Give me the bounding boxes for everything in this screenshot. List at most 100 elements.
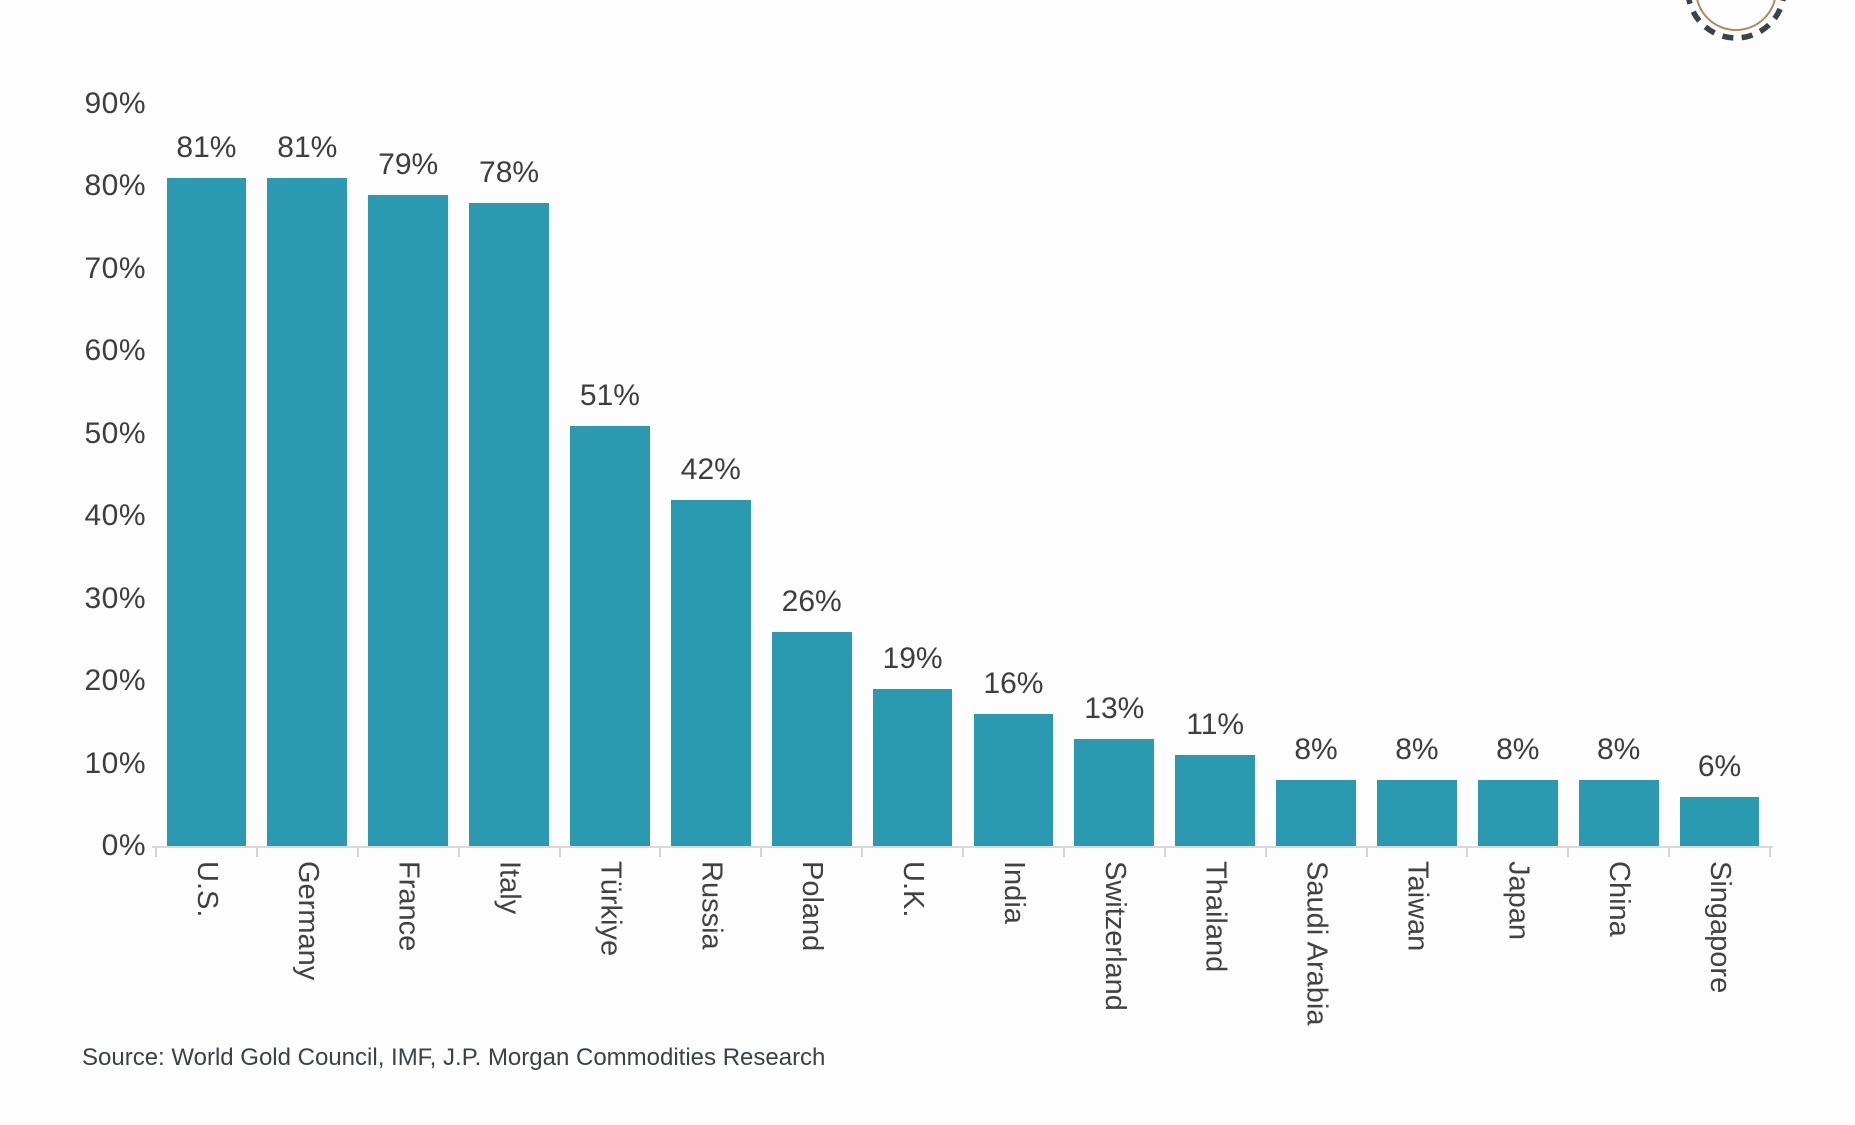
bar-value-label: 8% [1597, 733, 1641, 767]
badge-dashed-ring [1686, 0, 1786, 41]
x-axis-label: Russia [695, 861, 728, 950]
bar-value-label: 8% [1294, 733, 1338, 767]
bar-value-label: 26% [781, 584, 842, 618]
bar-group: 11% Thailand [1165, 104, 1266, 972]
bar [670, 499, 751, 846]
x-axis-label: Singapore [1704, 861, 1737, 994]
bar-value-label: 79% [378, 147, 439, 181]
badge-inner-ring [1696, 0, 1776, 31]
bar-group: 8% Taiwan [1367, 104, 1468, 951]
x-axis-label: Japan [1502, 861, 1535, 941]
x-axis-label: India [997, 861, 1030, 924]
bar-value-label: 6% [1697, 749, 1742, 783]
bar-value-label: 42% [680, 452, 741, 486]
y-axis: 0% 10% 20% 30% 40% 50% 60% 70% 80% 90% [0, 0, 146, 1125]
bar-value-label: 78% [479, 155, 540, 189]
axis-tick [356, 848, 359, 857]
dashed-circle-icon [1686, 0, 1786, 41]
x-axis-label: Switzerland [1098, 861, 1131, 1011]
axis-tick [1668, 848, 1671, 857]
bar [771, 631, 852, 846]
bar-group: 8% Saudi Arabia [1266, 104, 1367, 1025]
axis-tick [457, 848, 460, 857]
bar-value-label: 16% [983, 667, 1044, 701]
y-axis-label: 80% [84, 169, 146, 203]
bar-group: 42% Russia [660, 104, 761, 950]
bar [469, 202, 549, 846]
bar [1074, 738, 1155, 846]
bar-group: 13% Switzerland [1064, 104, 1165, 1011]
bar-value-label: 81% [277, 131, 338, 165]
x-axis-label: China [1603, 861, 1636, 937]
bar [872, 689, 953, 846]
bar-group: 81% Germany [257, 104, 358, 980]
y-axis-label: 10% [84, 746, 146, 780]
x-axis-ticks [155, 848, 1771, 857]
y-axis-label: 20% [84, 664, 146, 698]
plot-area: 81% U.S. 81% Germany 79% France 78% Italy 51% Tür… [156, 104, 1770, 1025]
bar [267, 178, 348, 846]
axis-tick [1567, 848, 1570, 857]
bar-group: 79% France [358, 104, 459, 951]
bar [1679, 796, 1760, 846]
bar-value-label: 13% [1084, 691, 1145, 725]
x-axis-label: Taiwan [1401, 861, 1434, 952]
x-axis-label: France [392, 861, 425, 952]
bar-value-label: 8% [1395, 733, 1439, 767]
axis-tick [1062, 848, 1065, 857]
bar [973, 714, 1054, 846]
y-axis-label: 0% [101, 829, 146, 862]
axis-tick [255, 848, 258, 857]
source-text: Source: World Gold Council, IMF, J.P. Mo… [82, 1044, 826, 1071]
bar [368, 194, 449, 846]
bar-value-label: 11% [1186, 708, 1245, 742]
bar-value-label: 51% [579, 378, 640, 412]
x-axis-label: U.S. [190, 861, 223, 918]
bar-group: 16% India [963, 104, 1064, 924]
x-axis-label: Saudi Arabia [1300, 861, 1333, 1026]
x-axis-label: Italy [493, 861, 526, 915]
axis-tick [1264, 848, 1267, 857]
axis-tick [659, 848, 662, 857]
x-axis-label: Türkiye [594, 861, 627, 957]
axis-tick [1769, 848, 1771, 857]
bar-group: 8% China [1568, 104, 1669, 937]
axis-tick [1466, 848, 1469, 857]
bar-group: 51% Türkiye [560, 104, 661, 956]
y-axis-label: 50% [84, 416, 146, 450]
x-axis-label: U.K. [897, 861, 930, 918]
bar-group: 6% Singapore [1669, 104, 1770, 993]
axis-tick [760, 848, 763, 857]
bar-value-label: 8% [1496, 733, 1540, 767]
y-axis-label: 30% [84, 581, 146, 615]
bar [1377, 780, 1457, 846]
y-axis-label: 70% [84, 251, 146, 285]
axis-tick [155, 848, 157, 857]
axis-tick [962, 848, 964, 857]
bar-group: 81% U.S. [156, 104, 257, 917]
axis-tick [1163, 848, 1166, 857]
y-axis-label: 90% [84, 87, 146, 120]
bar [570, 425, 650, 846]
axis-tick [558, 848, 561, 857]
bar [1477, 780, 1558, 846]
y-axis-label: 60% [84, 334, 146, 368]
bar [1175, 755, 1256, 846]
bar-value-label: 81% [176, 131, 237, 165]
bar [1578, 780, 1659, 846]
bar-group: 78% Italy [459, 104, 560, 914]
axis-tick [861, 848, 864, 857]
x-axis-line [152, 846, 1773, 848]
x-axis-label: Thailand [1199, 861, 1232, 973]
axis-tick [1365, 848, 1368, 857]
bar-group: 19% U.K. [862, 104, 963, 917]
y-axis-label: 40% [84, 499, 146, 533]
bar-group: 8% Japan [1467, 104, 1568, 940]
bar-value-label: 19% [882, 642, 943, 676]
x-axis-label: Germany [291, 861, 324, 981]
bar [1276, 780, 1356, 846]
x-axis-label: Poland [796, 861, 829, 952]
bar-group: 26% Poland [761, 104, 862, 951]
bar [166, 178, 247, 846]
